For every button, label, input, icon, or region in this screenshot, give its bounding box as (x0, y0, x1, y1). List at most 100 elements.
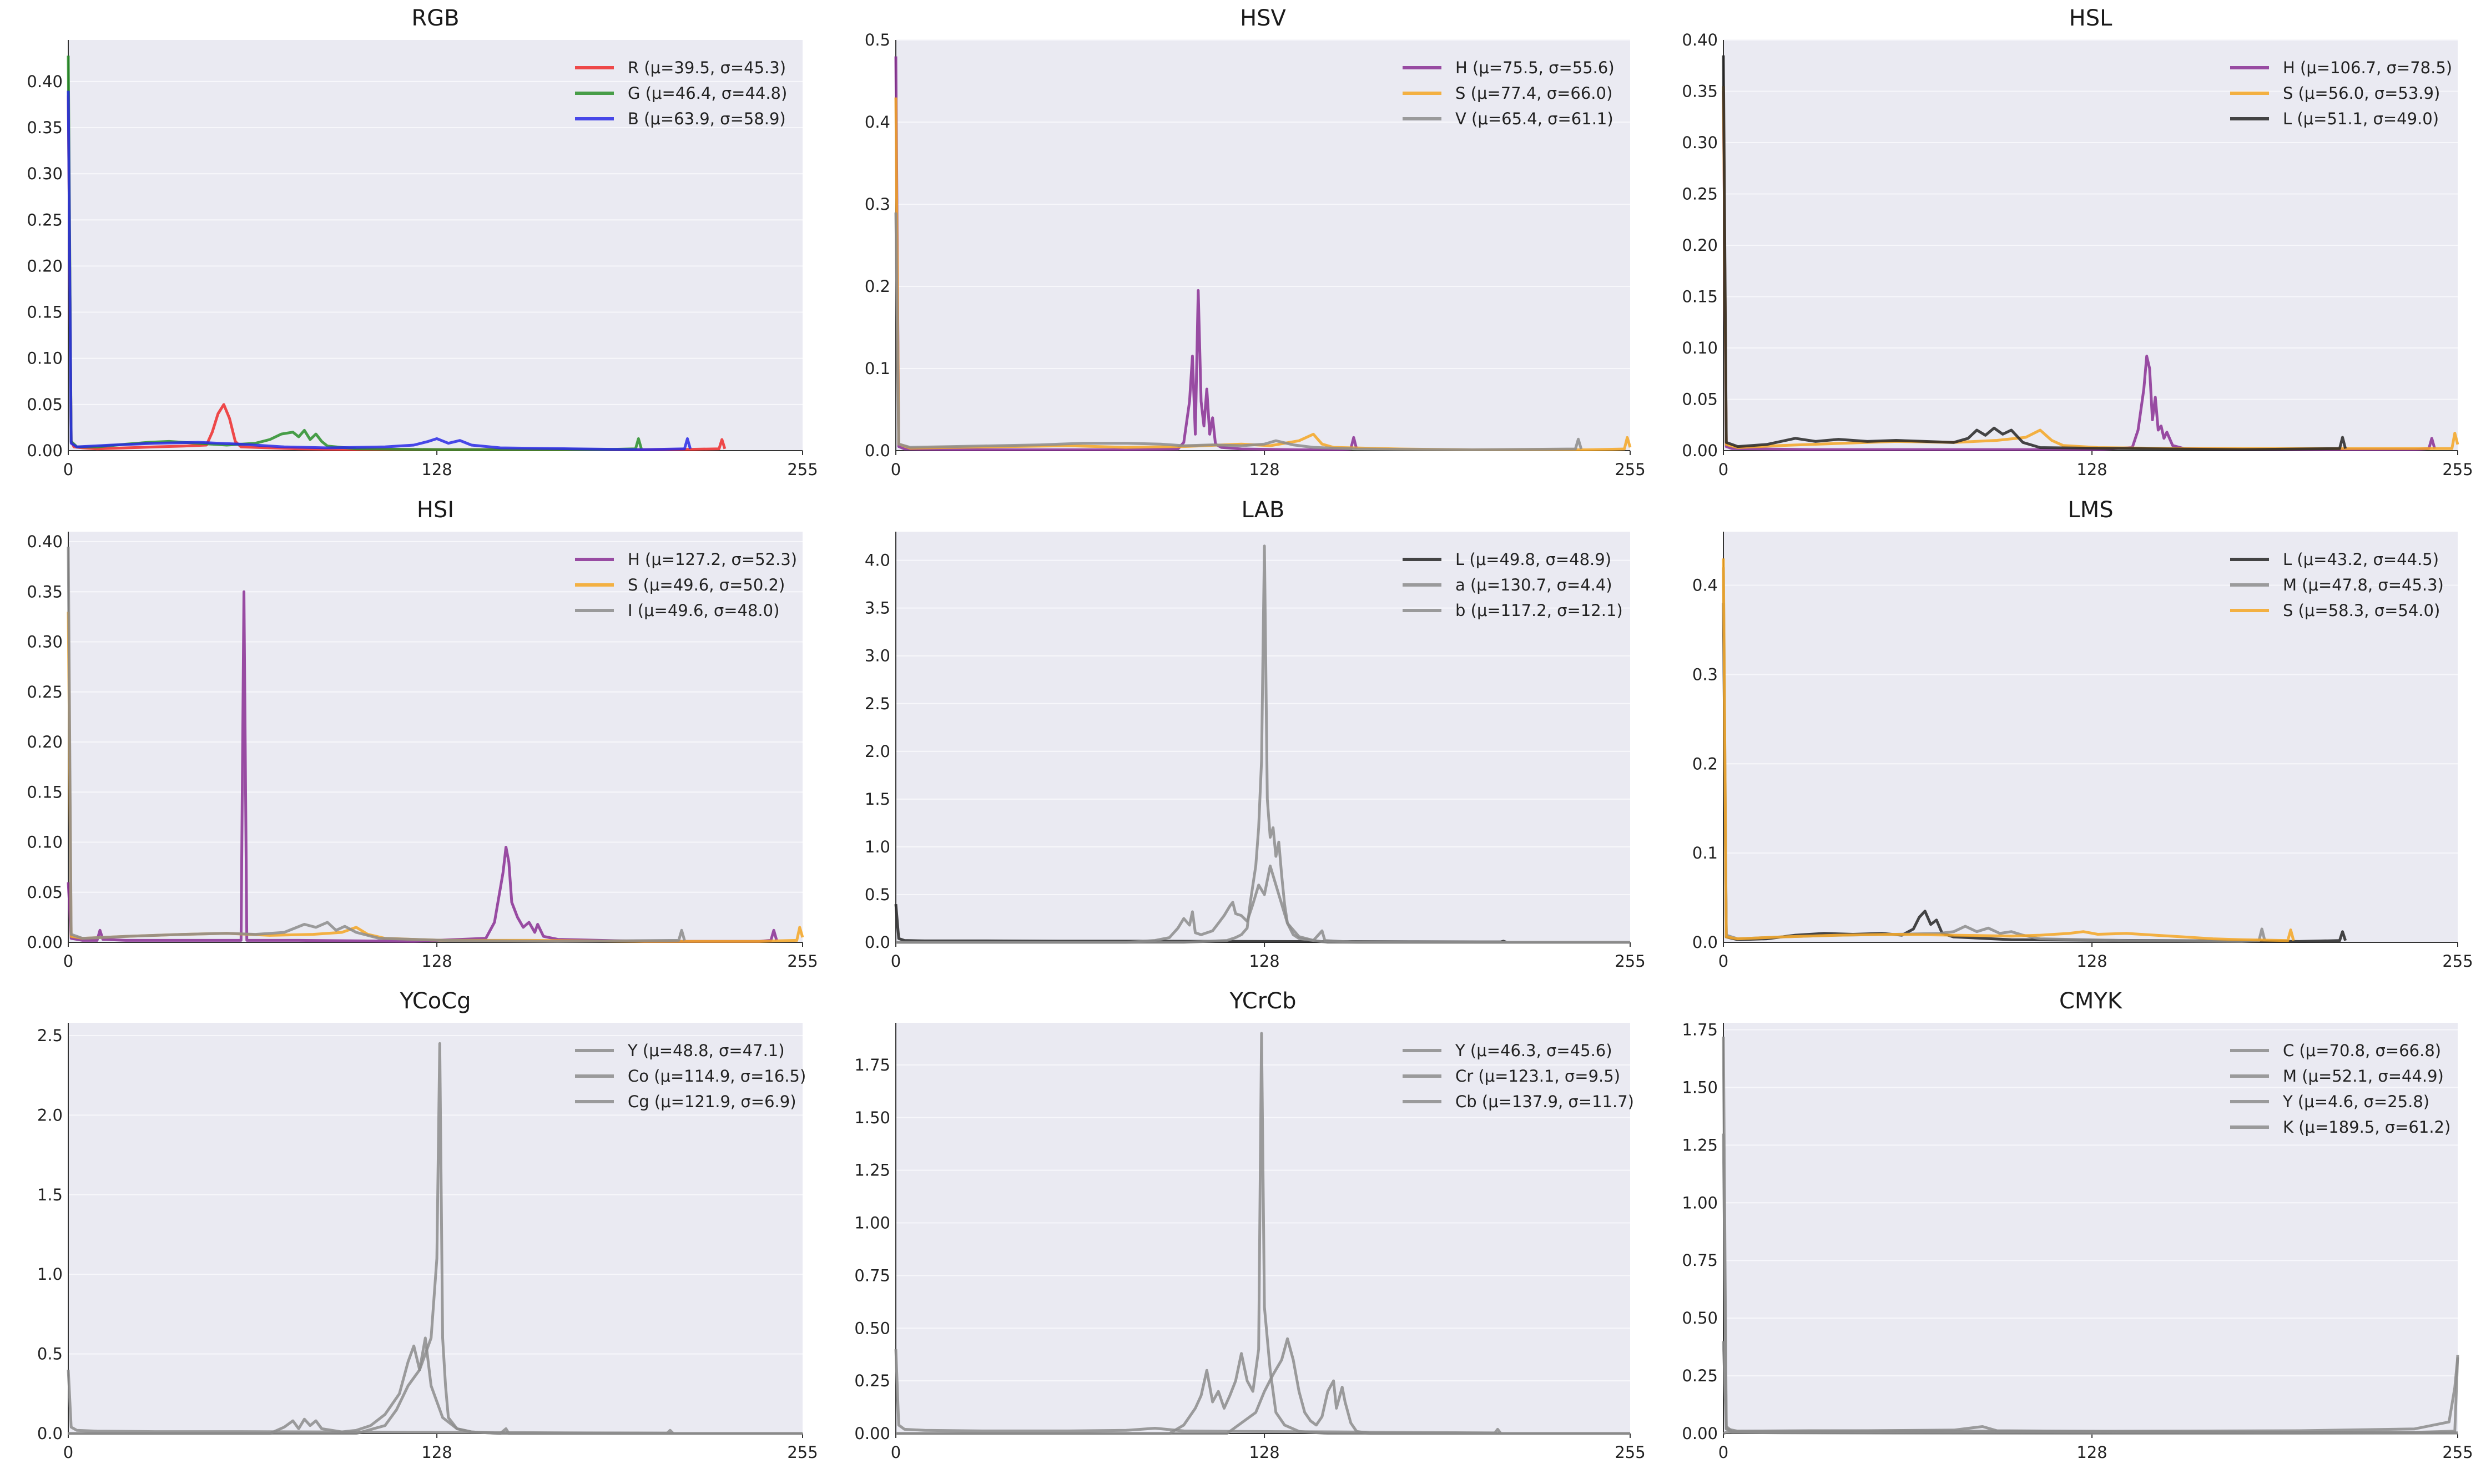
chart-panel-hsi: 0.00 0.05 0.10 0.15 0.20 0.25 0.30 0.35 0.40 0 128… (0, 492, 825, 981)
chart-svg-hsl: 0.00 0.05 0.10 0.15 0.20 0.25 0.30 0.35 0.40 0 128… (1682, 6, 2473, 479)
legend: L (μ=43.2, σ=44.5) M (μ=47.8, σ=45.3) S (μ… (2230, 550, 2444, 620)
legend-label: b (μ=117.2, σ=12.1) (1455, 601, 1623, 620)
legend-label: H (μ=127.2, σ=52.3) (628, 550, 797, 569)
x-tick-label: 128 (421, 460, 452, 479)
series-line (1723, 1357, 2459, 1435)
y-tick-label: 0.30 (27, 633, 63, 652)
chart-panel-hsv: 0.0 0.1 0.2 0.3 0.4 0.5 0 128 255 HSV H (μ=75.5, σ… (828, 0, 1652, 489)
series-line (894, 212, 1583, 451)
y-tick-label: 0.25 (854, 1371, 890, 1390)
x-tick-label: 255 (2442, 952, 2473, 971)
y-tick-label: 1.75 (1682, 1020, 1718, 1039)
y-tick-label: 0.30 (1682, 133, 1718, 152)
series-line (68, 1042, 803, 1435)
y-tick-label: 0.3 (865, 195, 890, 214)
y-tick-label: 0.1 (1692, 844, 1718, 862)
y-tick-label: 0.20 (1682, 236, 1718, 255)
x-tick-label: 255 (787, 1443, 818, 1462)
y-tick-label: 0.10 (27, 833, 63, 852)
y-tick-label: 0.35 (27, 118, 63, 137)
x-tick-label: 128 (2076, 952, 2107, 971)
x-tick-label: 255 (787, 460, 818, 479)
x-tick-label: 128 (421, 952, 452, 971)
chart-panel-hsl: 0.00 0.05 0.10 0.15 0.20 0.25 0.30 0.35 0.40 0 128… (1655, 0, 2480, 489)
legend-label: H (μ=75.5, σ=55.6) (1455, 58, 1615, 77)
legend-label: Y (μ=46.3, σ=45.6) (1455, 1041, 1612, 1060)
legend-label: L (μ=51.1, σ=49.0) (2283, 109, 2439, 128)
plot-area (896, 40, 1630, 451)
legend-label: G (μ=46.4, σ=44.8) (628, 84, 787, 103)
x-tick-label: 255 (787, 952, 818, 971)
legend-label: S (μ=56.0, σ=53.9) (2283, 84, 2440, 103)
y-tick-label: 3.0 (865, 647, 890, 665)
y-tick-label: 1.75 (854, 1056, 890, 1074)
y-tick-label: 1.25 (854, 1161, 890, 1180)
x-tick-label: 0 (63, 952, 73, 971)
chart-svg-lab: 0.0 0.5 1.0 1.5 2.0 2.5 3.0 3.5 4.0 0 128 255 LAB L (… (865, 497, 1646, 971)
y-tick-label: 0.25 (1682, 1366, 1718, 1385)
chart-svg-lms: 0.0 0.1 0.2 0.3 0.4 0 128 255 LMS L (μ=43.2, σ=44… (1692, 497, 2473, 971)
y-tick-label: 2.5 (865, 694, 890, 713)
series-line (1722, 86, 2459, 450)
y-tick-label: 0.40 (1682, 31, 1718, 49)
y-tick-label: 0.2 (865, 277, 890, 296)
y-tick-label: 1.5 (865, 790, 890, 809)
y-tick-label: 0.0 (865, 441, 890, 460)
y-tick-label: 0.10 (1682, 339, 1718, 357)
plot-area (1723, 532, 2458, 942)
x-tick-label: 128 (2076, 1443, 2107, 1462)
chart-svg-hsv: 0.0 0.1 0.2 0.3 0.4 0.5 0 128 255 HSV H (μ=75.5, σ… (865, 6, 1646, 479)
y-tick-label: 0.35 (1682, 82, 1718, 101)
y-tick-label: 0.00 (1682, 441, 1718, 460)
chart-svg-ycrcb: 0.00 0.25 0.50 0.75 1.00 1.25 1.50 1.75 0 128 255 Y… (854, 988, 1645, 1462)
y-tick-label: 1.0 (37, 1265, 63, 1284)
y-tick-label: 0.0 (865, 933, 890, 952)
series-line (896, 1337, 1630, 1435)
legend-label: S (μ=58.3, σ=54.0) (2283, 601, 2440, 620)
x-tick-label: 128 (1249, 952, 1279, 971)
x-tick-label: 0 (891, 952, 901, 971)
y-tick-label: 0.4 (865, 113, 890, 132)
chart-title: LAB (1241, 497, 1284, 523)
series-line (894, 56, 1358, 451)
legend-label: Y (μ=48.8, σ=47.1) (627, 1041, 785, 1060)
legend-label: S (μ=49.6, σ=50.2) (628, 576, 785, 594)
chart-panel-cmyk: 0.00 0.25 0.50 0.75 1.00 1.25 1.50 1.75 0 128 255 C… (1655, 983, 2480, 1472)
legend: L (μ=49.8, σ=48.9) a (μ=130.7, σ=4.4) b (μ… (1403, 550, 1623, 620)
legend-label: M (μ=47.8, σ=45.3) (2283, 576, 2444, 594)
x-tick-label: 255 (2442, 1443, 2473, 1462)
legend-label: I (μ=49.6, σ=48.0) (628, 601, 779, 620)
y-tick-label: 0.75 (854, 1266, 890, 1285)
series-line (67, 90, 692, 451)
series-line (67, 547, 686, 943)
chart-title: HSV (1240, 6, 1286, 31)
y-tick-label: 1.5 (37, 1185, 63, 1204)
y-tick-label: 1.00 (854, 1214, 890, 1233)
y-tick-label: 0.2 (1692, 754, 1718, 773)
plot-area (1723, 1023, 2458, 1433)
y-tick-label: 0.4 (1692, 576, 1718, 595)
y-tick-label: 0.15 (27, 303, 63, 322)
chart-title: RGB (411, 6, 459, 31)
x-tick-label: 255 (2442, 460, 2473, 479)
legend: H (μ=75.5, σ=55.6) S (μ=77.4, σ=66.0) V (μ… (1403, 58, 1615, 128)
x-tick-label: 128 (1249, 460, 1279, 479)
chart-panel-lms: 0.0 0.1 0.2 0.3 0.4 0 128 255 LMS L (μ=43.2, σ=44… (1655, 492, 2480, 981)
x-tick-label: 255 (1615, 952, 1645, 971)
legend-label: Cr (μ=123.1, σ=9.5) (1455, 1067, 1620, 1086)
y-tick-label: 2.0 (865, 742, 890, 761)
y-tick-label: 0.40 (27, 72, 63, 91)
y-tick-label: 0.00 (27, 933, 63, 952)
x-tick-label: 0 (891, 1443, 901, 1462)
chart-panel-lab: 0.0 0.5 1.0 1.5 2.0 2.5 3.0 3.5 4.0 0 128 255 LAB L (… (828, 492, 1652, 981)
x-tick-label: 255 (1615, 1443, 1645, 1462)
legend-label: Y (μ=4.6, σ=25.8) (2282, 1092, 2429, 1111)
x-tick-label: 0 (63, 1443, 73, 1462)
series-line (896, 864, 1630, 944)
legend-label: K (μ=189.5, σ=61.2) (2283, 1118, 2450, 1137)
y-tick-label: 0.05 (1682, 390, 1718, 409)
y-tick-label: 0.5 (37, 1345, 63, 1364)
legend-label: V (μ=65.4, σ=61.1) (1455, 109, 1613, 128)
legend: C (μ=70.8, σ=66.8) M (μ=52.1, σ=44.9) Y (μ… (2230, 1041, 2450, 1137)
y-tick-label: 0.15 (1682, 287, 1718, 306)
